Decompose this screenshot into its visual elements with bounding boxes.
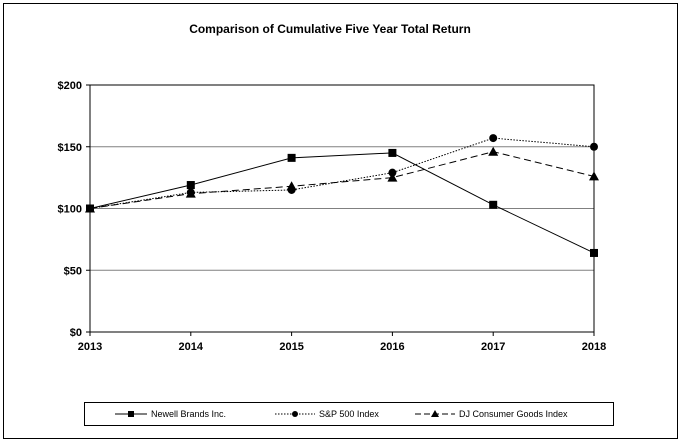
legend-item-sp500: S&P 500 Index <box>275 403 379 425</box>
data-point-triangle <box>185 188 196 198</box>
series-line <box>89 137 595 209</box>
legend-label-dj: DJ Consumer Goods Index <box>459 409 568 419</box>
x-tick-label: 2015 <box>279 341 303 353</box>
axes: $0 $50 $100 $150 $200 2013 2014 2015 2016 2017 201… <box>58 80 607 353</box>
series-lines <box>85 134 599 257</box>
legend-label-newell: Newell Brands Inc. <box>151 409 227 419</box>
x-tick-label: 2017 <box>481 341 505 353</box>
y-tick-label: $0 <box>70 327 82 339</box>
x-tick-label: 2018 <box>582 341 606 353</box>
legend-item-dj: DJ Consumer Goods Index <box>415 403 568 425</box>
data-point-square <box>590 248 598 257</box>
chart-frame <box>3 3 678 439</box>
y-tick-label: $100 <box>58 204 82 216</box>
y-tick-label: $200 <box>58 80 82 92</box>
x-tick-label: 2016 <box>380 341 404 353</box>
data-point-circle <box>489 134 498 143</box>
data-point-square <box>287 153 296 162</box>
series-square <box>86 148 598 257</box>
data-point-square <box>388 148 397 157</box>
chart-title: Comparison of Cumulative Five Year Total… <box>189 22 471 36</box>
legend-item-newell: Newell Brands Inc. <box>115 403 226 425</box>
series-circle <box>86 134 598 213</box>
data-point-square <box>489 200 498 209</box>
data-point-triangle <box>85 203 95 213</box>
legend-marker-square-icon <box>115 411 147 417</box>
legend-marker-circle-icon <box>275 411 315 417</box>
legend-label-sp500: S&P 500 Index <box>319 409 379 419</box>
gridlines <box>90 146 594 271</box>
x-tick-label: 2014 <box>179 341 204 353</box>
y-tick-label: $50 <box>64 265 82 277</box>
series-triangle <box>85 146 599 213</box>
series-line <box>89 151 595 209</box>
data-point-triangle <box>387 172 398 182</box>
data-point-square <box>186 181 195 190</box>
series-line <box>89 152 595 254</box>
data-point-circle <box>590 142 598 151</box>
data-point-triangle <box>286 181 297 191</box>
y-tick-label: $150 <box>58 142 82 154</box>
data-point-triangle <box>488 146 499 156</box>
x-tick-label: 2013 <box>78 341 102 353</box>
legend-marker-triangle-icon <box>415 410 455 417</box>
legend: Newell Brands Inc. S&P 500 Index DJ Cons… <box>84 402 614 426</box>
data-point-triangle <box>589 171 599 181</box>
